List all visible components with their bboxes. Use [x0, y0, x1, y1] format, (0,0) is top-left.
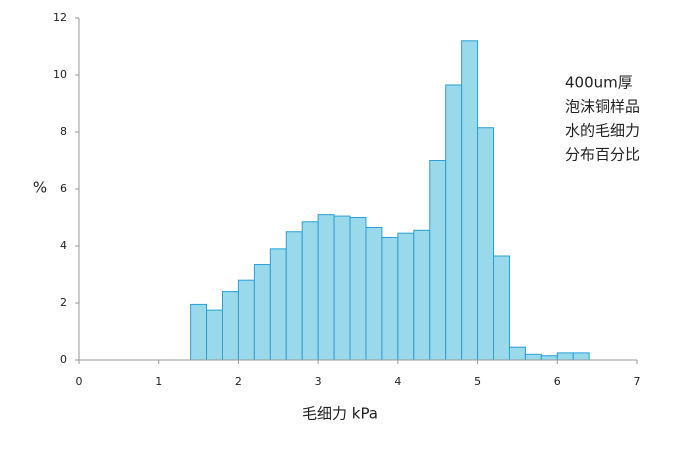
bar	[221, 291, 239, 361]
bar	[381, 236, 399, 361]
x-tick-label: 1	[155, 375, 162, 388]
annotation: 泡沫铜样品	[565, 98, 640, 116]
x-tick-label: 0	[76, 375, 83, 388]
y-tick-label: 6	[60, 182, 67, 195]
y-tick-label: 8	[60, 125, 67, 138]
y-tick-label: 12	[53, 11, 67, 24]
bar	[190, 303, 208, 361]
y-axis-label: %	[33, 179, 47, 197]
bar	[413, 229, 431, 361]
x-axis-label: 毛细力 kPa	[302, 405, 378, 423]
bar	[206, 309, 223, 361]
bar	[317, 214, 335, 361]
bar	[237, 279, 255, 361]
x-tick-label: 4	[394, 375, 401, 388]
bar	[429, 160, 447, 361]
annotation: 分布百分比	[565, 146, 640, 164]
bar	[572, 352, 590, 361]
x-tick-label: 2	[235, 375, 242, 388]
bar	[524, 353, 542, 361]
bar	[461, 40, 479, 361]
bar	[349, 217, 367, 361]
y-tick-label: 0	[60, 353, 67, 366]
x-tick-label: 7	[634, 375, 641, 388]
bar	[397, 232, 415, 361]
bar	[508, 346, 526, 361]
x-tick-label: 6	[554, 375, 561, 388]
bar	[253, 264, 271, 361]
y-tick-label: 10	[53, 68, 67, 81]
bar	[333, 215, 351, 361]
y-tick-label: 2	[60, 296, 67, 309]
bar	[285, 231, 303, 361]
bar	[445, 84, 463, 361]
y-tick-label: 4	[60, 239, 67, 252]
bar	[556, 352, 574, 361]
bar	[477, 127, 495, 361]
bar	[540, 355, 558, 361]
bar	[269, 248, 287, 361]
annotation: 水的毛细力	[565, 122, 640, 140]
bar	[301, 221, 319, 361]
x-tick-label: 5	[474, 375, 481, 388]
bar	[365, 226, 383, 361]
x-tick-label: 3	[315, 375, 322, 388]
bar	[493, 255, 510, 361]
annotation: 400um厚	[565, 74, 633, 92]
